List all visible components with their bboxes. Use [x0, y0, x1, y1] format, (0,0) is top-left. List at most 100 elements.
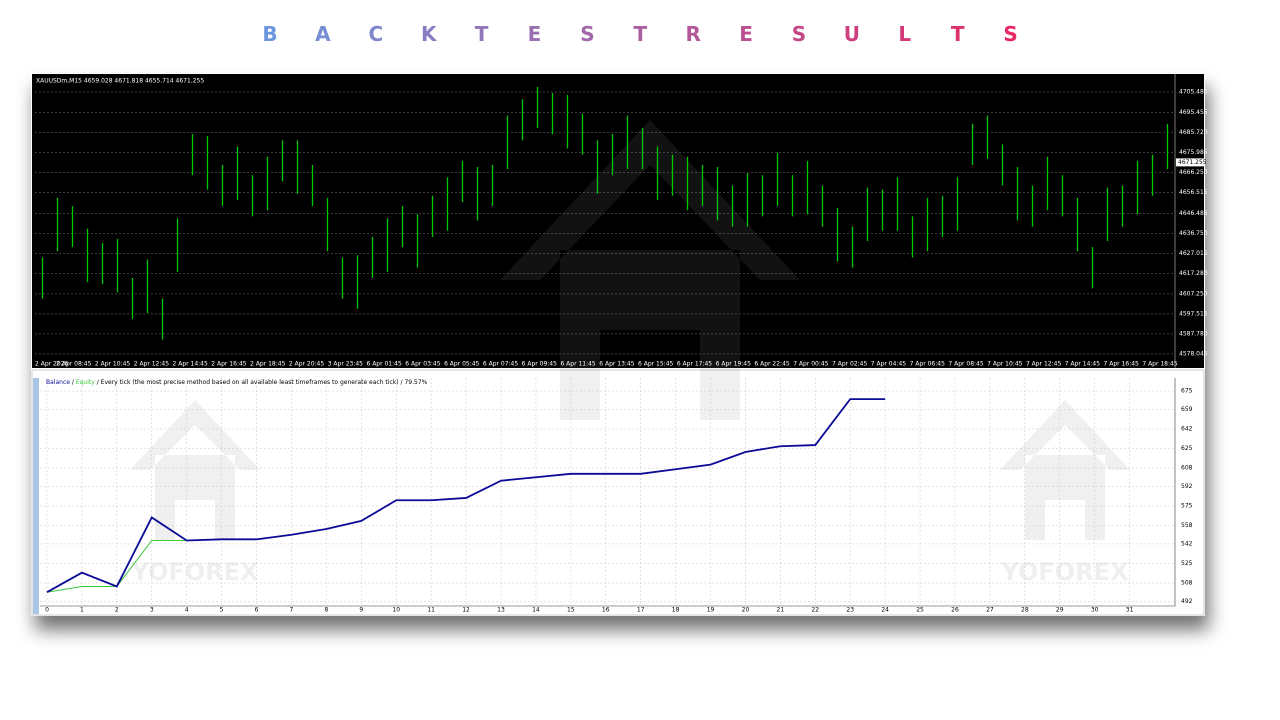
y-tick-label: 675 — [1181, 388, 1193, 395]
watermark-text: YOFOREX — [130, 558, 259, 586]
balance-panel — [31, 369, 1205, 616]
x-tick-label: 2 Apr 14:45 — [173, 361, 208, 368]
y-tick-label: 525 — [1181, 560, 1193, 567]
watermark-logo — [1000, 400, 1130, 540]
x-tick-label: 2 Apr 18:45 — [250, 361, 285, 368]
x-tick-label: 21 — [777, 607, 785, 614]
x-tick-label: 7 Apr 02:45 — [832, 361, 867, 368]
x-tick-label: 7 Apr 16:45 — [1104, 361, 1139, 368]
x-tick-label: 7 Apr 14:45 — [1065, 361, 1100, 368]
x-tick-label: 30 — [1091, 607, 1099, 614]
x-tick-label: 2 Apr 08:45 — [56, 361, 91, 368]
header-part: Balance — [46, 379, 70, 386]
header-part: / — [401, 379, 404, 386]
x-tick-label: 29 — [1056, 607, 1064, 614]
x-tick-label: 9 — [359, 607, 363, 614]
watermark: YOFOREX YOFOREX — [130, 120, 1130, 586]
y-tick-label: 4705.485 — [1179, 89, 1208, 96]
y-tick-label: 558 — [1181, 522, 1193, 529]
x-tick-label: 13 — [497, 607, 505, 614]
x-tick-label: 5 — [220, 607, 224, 614]
y-tick-label: 4587.780 — [1179, 330, 1208, 337]
x-tick-label: 25 — [916, 607, 924, 614]
y-tick-label: 508 — [1181, 580, 1193, 587]
x-tick-label: 7 Apr 10:45 — [987, 361, 1022, 368]
x-tick-label: 4 — [185, 607, 189, 614]
x-tick-label: 7 Apr 06:45 — [910, 361, 945, 368]
x-tick-label: 3 Apr 23:45 — [328, 361, 363, 368]
x-tick-label: 6 Apr 17:45 — [677, 361, 712, 368]
side-strip — [33, 378, 39, 614]
y-tick-label: 4627.015 — [1179, 250, 1208, 257]
x-tick-label: 14 — [532, 607, 540, 614]
x-tick-label: 7 Apr 12:45 — [1026, 361, 1061, 368]
series-line — [46, 398, 886, 593]
x-tick-label: 6 Apr 09:45 — [522, 361, 557, 368]
x-tick-label: 3 — [150, 607, 154, 614]
x-tick-label: 17 — [637, 607, 645, 614]
x-tick-label: 19 — [707, 607, 715, 614]
x-tick-label: 6 Apr 13:45 — [599, 361, 634, 368]
y-tick-label: 542 — [1181, 540, 1193, 547]
x-tick-label: 28 — [1021, 607, 1029, 614]
y-tick-label: 4675.985 — [1179, 149, 1208, 156]
x-tick-label: 2 Apr 12:45 — [134, 361, 169, 368]
y-tick-label: 659 — [1181, 406, 1193, 413]
price-panel — [32, 74, 1204, 368]
y-tick-label: 575 — [1181, 502, 1193, 509]
y-tick-label: 4656.515 — [1179, 189, 1208, 196]
y-tick-label: 592 — [1181, 483, 1193, 490]
x-tick-label: 26 — [951, 607, 959, 614]
watermark-logo — [130, 400, 260, 540]
x-tick-label: 23 — [846, 607, 854, 614]
x-tick-label: 10 — [392, 607, 400, 614]
chart-header: XAUUSDm,M15 4659.028 4671.818 4655.714 4… — [36, 78, 204, 85]
x-tick-label: 7 Apr 18:45 — [1142, 361, 1177, 368]
x-tick-label: 7 Apr 00:45 — [793, 361, 828, 368]
x-tick-label: 6 Apr 15:45 — [638, 361, 673, 368]
last-price-label: 4671.255 — [1178, 159, 1207, 166]
y-tick-label: 608 — [1181, 465, 1193, 472]
header-part: / — [97, 379, 100, 386]
x-tick-label: 2 Apr 16:45 — [211, 361, 246, 368]
y-tick-label: 4666.250 — [1179, 169, 1208, 176]
y-tick-label: 4685.720 — [1179, 129, 1208, 136]
last-price-box — [1176, 158, 1204, 167]
y-tick-label: 4646.485 — [1179, 210, 1208, 217]
header-part: Every tick (the most precise method base… — [101, 379, 399, 386]
x-tick-label: 18 — [672, 607, 680, 614]
header-part: / — [72, 379, 75, 386]
x-tick-label: 20 — [742, 607, 750, 614]
x-tick-label: 8 — [324, 607, 328, 614]
x-tick-label: 2 Apr 10:45 — [95, 361, 130, 368]
x-tick-label: 31 — [1126, 607, 1134, 614]
header-part: 79.57% — [404, 379, 427, 386]
watermark-text: YOFOREX — [1000, 558, 1129, 586]
x-tick-label: 6 Apr 22:45 — [754, 361, 789, 368]
y-tick-label: 4597.515 — [1179, 310, 1208, 317]
x-tick-label: 6 Apr 03:45 — [405, 361, 440, 368]
x-tick-label: 2 Apr 2026 — [35, 361, 68, 368]
x-tick-label: 7 — [290, 607, 294, 614]
y-tick-label: 4607.250 — [1179, 290, 1208, 297]
y-tick-label: 642 — [1181, 425, 1193, 432]
x-tick-label: 2 Apr 20:45 — [289, 361, 324, 368]
header-part: Equity — [76, 379, 95, 386]
x-tick-label: 6 Apr 07:45 — [483, 361, 518, 368]
x-tick-label: 0 — [45, 607, 49, 614]
x-tick-label: 6 — [255, 607, 259, 614]
y-tick-label: 4695.455 — [1179, 109, 1208, 116]
x-tick-label: 27 — [986, 607, 994, 614]
x-tick-label: 11 — [427, 607, 435, 614]
watermark-logo — [500, 120, 800, 420]
x-tick-label: 12 — [462, 607, 470, 614]
y-tick-label: 4636.750 — [1179, 230, 1208, 237]
x-tick-label: 7 Apr 04:45 — [871, 361, 906, 368]
y-tick-label: 625 — [1181, 445, 1193, 452]
x-tick-label: 6 Apr 05:45 — [444, 361, 479, 368]
x-tick-label: 7 Apr 08:45 — [948, 361, 983, 368]
chart-header: Balance / Equity / Every tick (the most … — [46, 379, 429, 386]
